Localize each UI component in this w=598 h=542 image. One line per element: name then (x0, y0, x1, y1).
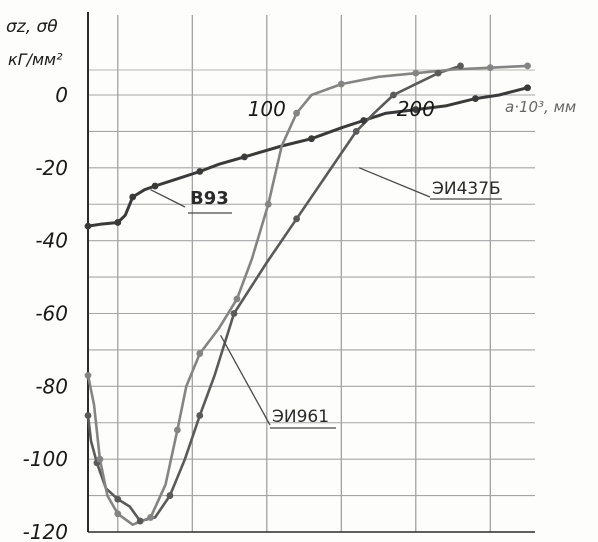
x-tick-label: 100 (248, 97, 286, 121)
series-label: В93 (190, 188, 229, 209)
data-point (136, 517, 144, 525)
data-point (264, 200, 272, 208)
y-tick-label: -40 (35, 229, 68, 253)
y-axis-unit: кГ/мм² (8, 50, 63, 69)
data-point (230, 310, 238, 317)
y-tick-label: -100 (23, 447, 68, 471)
series-lines (86, 64, 529, 526)
data-point (151, 182, 159, 190)
data-point (524, 84, 531, 92)
data-point (84, 412, 92, 419)
data-point (114, 510, 122, 518)
data-point (174, 426, 181, 434)
label-leader-line (150, 189, 186, 208)
data-point (412, 69, 420, 77)
label-leader-line (358, 167, 431, 198)
y-tick-label: -120 (23, 520, 68, 542)
data-point (96, 455, 104, 463)
data-point (457, 62, 464, 70)
series-label: ЭИ437Б (432, 179, 501, 199)
series-line (86, 64, 529, 526)
data-point (434, 69, 442, 77)
series-label: ЭИ961 (272, 407, 329, 427)
data-point (352, 128, 360, 135)
y-tick-label: -80 (35, 374, 68, 398)
x-tick-label: 200 (397, 97, 435, 121)
x-axis-label: a·10³, мм (505, 98, 576, 116)
data-point (293, 109, 300, 117)
data-point (114, 495, 122, 503)
label-leader-line (220, 335, 271, 426)
data-point (114, 219, 122, 226)
data-point (233, 295, 241, 303)
grid (88, 15, 535, 533)
y-tick-label: 0 (55, 83, 68, 107)
series-labels: В93 ЭИ437Б ЭИ961 (150, 167, 502, 429)
data-point (472, 95, 479, 103)
data-point (196, 350, 204, 357)
data-point (84, 372, 92, 379)
series-line (86, 86, 529, 228)
data-point (524, 62, 531, 70)
data-point (412, 106, 420, 113)
data-point (241, 153, 248, 161)
data-point (486, 64, 494, 72)
series-markers (84, 62, 531, 525)
y-tick-label: -60 (35, 302, 68, 326)
y-axis-label: σz, σθ (6, 17, 58, 37)
data-point (337, 80, 345, 88)
data-point (84, 222, 92, 230)
data-point (293, 215, 300, 223)
data-point (129, 193, 137, 201)
data-point (147, 514, 154, 521)
data-point (166, 492, 174, 499)
series-line (86, 64, 462, 523)
y-tick-label: -20 (35, 156, 68, 180)
tick-labels: 0 -20 -40 -60 -80 -100 -120 100 200 (23, 83, 435, 542)
plot-frame (87, 12, 535, 533)
data-point (360, 117, 368, 124)
data-point (196, 412, 204, 419)
data-point (390, 91, 397, 99)
data-point (196, 168, 204, 175)
data-point (308, 135, 315, 143)
